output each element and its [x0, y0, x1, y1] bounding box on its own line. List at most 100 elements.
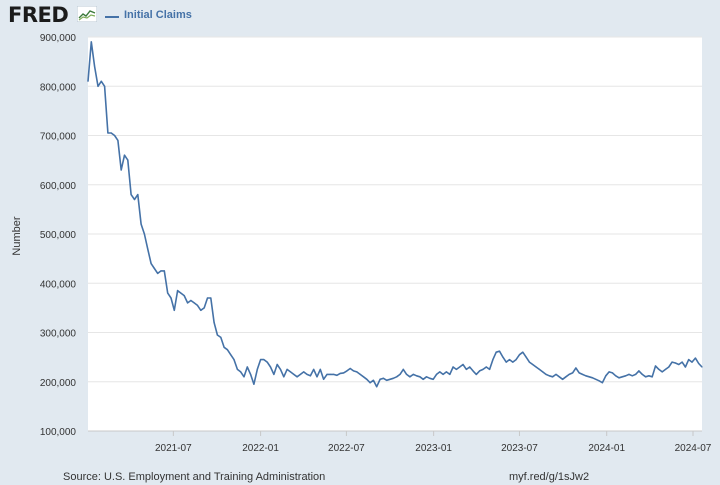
data-point	[200, 309, 202, 311]
data-point	[250, 373, 252, 375]
data-point	[445, 371, 447, 373]
data-point	[425, 376, 428, 378]
short-link[interactable]: myf.red/g/1sJw2	[509, 471, 590, 483]
data-point	[558, 376, 560, 378]
data-point	[123, 154, 126, 156]
data-point	[532, 363, 534, 366]
x-tick-label: 2024-07	[675, 443, 712, 454]
data-point	[588, 376, 590, 378]
data-point	[187, 302, 189, 304]
data-point	[542, 371, 544, 373]
data-point	[535, 366, 537, 368]
data-point	[608, 371, 610, 373]
data-point	[631, 375, 633, 377]
data-point	[658, 368, 660, 370]
data-point	[276, 363, 278, 366]
data-point	[515, 359, 517, 361]
data-point	[170, 297, 172, 299]
data-point	[525, 356, 527, 358]
data-point	[475, 373, 477, 375]
data-point	[210, 297, 212, 299]
data-point	[382, 377, 384, 379]
data-point	[343, 372, 345, 374]
data-point	[502, 356, 504, 358]
data-point	[518, 354, 521, 356]
data-point	[568, 373, 570, 375]
source-note: Source: U.S. Employment and Training Adm…	[63, 471, 326, 483]
data-point	[565, 376, 567, 378]
data-point	[163, 270, 165, 272]
data-point	[598, 380, 600, 382]
data-point	[167, 292, 169, 294]
data-point	[253, 383, 255, 385]
data-point	[628, 373, 630, 375]
data-point	[349, 367, 351, 370]
data-point	[329, 373, 331, 375]
data-point	[439, 371, 441, 373]
data-point	[605, 375, 607, 377]
data-point	[422, 378, 424, 380]
data-point	[555, 373, 557, 375]
data-point	[392, 377, 394, 379]
data-point	[90, 41, 92, 43]
data-point	[283, 376, 285, 378]
data-point	[455, 368, 457, 370]
data-point	[94, 65, 96, 68]
y-tick-label: 900,000	[40, 33, 77, 44]
y-tick-label: 700,000	[40, 132, 77, 143]
data-point	[595, 378, 597, 380]
data-point	[661, 371, 663, 373]
data-point	[641, 373, 643, 375]
x-tick-label: 2021-07	[155, 443, 192, 454]
data-point	[160, 270, 162, 272]
data-point	[299, 373, 301, 375]
data-point	[442, 373, 444, 375]
data-point	[216, 334, 218, 336]
data-point	[648, 375, 650, 377]
legend-label[interactable]: Initial Claims	[124, 9, 192, 21]
data-point	[379, 378, 381, 380]
data-point	[479, 370, 481, 372]
data-point	[117, 139, 119, 141]
y-tick-label: 200,000	[40, 378, 77, 389]
data-point	[130, 194, 132, 196]
data-point	[147, 248, 149, 250]
chart-header: FRED Initial Claims	[0, 0, 720, 34]
fred-logo[interactable]: FRED	[8, 3, 69, 27]
data-point	[220, 336, 222, 338]
data-point	[150, 263, 152, 265]
data-point	[120, 169, 122, 171]
y-axis-title: Number	[11, 216, 23, 255]
data-point	[213, 322, 215, 324]
data-point	[538, 368, 541, 370]
data-point	[256, 368, 258, 370]
data-point	[562, 378, 564, 380]
data-point	[698, 362, 700, 365]
data-point	[681, 361, 683, 363]
series-points	[87, 41, 703, 388]
x-tick-label: 2024-01	[588, 443, 625, 454]
data-point	[100, 80, 102, 82]
data-point	[572, 372, 574, 374]
data-point	[153, 267, 155, 270]
data-point	[107, 132, 109, 134]
data-point	[452, 366, 454, 368]
data-point	[402, 368, 404, 370]
data-point	[545, 373, 547, 375]
data-point	[651, 376, 653, 378]
data-point	[286, 368, 288, 370]
data-point	[429, 377, 431, 379]
data-point	[465, 368, 467, 370]
data-point	[678, 363, 680, 366]
data-point	[352, 370, 355, 372]
data-point	[233, 359, 235, 361]
data-point	[366, 378, 368, 380]
data-point	[323, 378, 325, 380]
data-point	[688, 359, 690, 361]
data-point	[664, 368, 667, 370]
data-point	[581, 373, 584, 375]
data-point	[356, 371, 358, 373]
data-point	[459, 366, 461, 368]
data-point	[472, 370, 474, 372]
